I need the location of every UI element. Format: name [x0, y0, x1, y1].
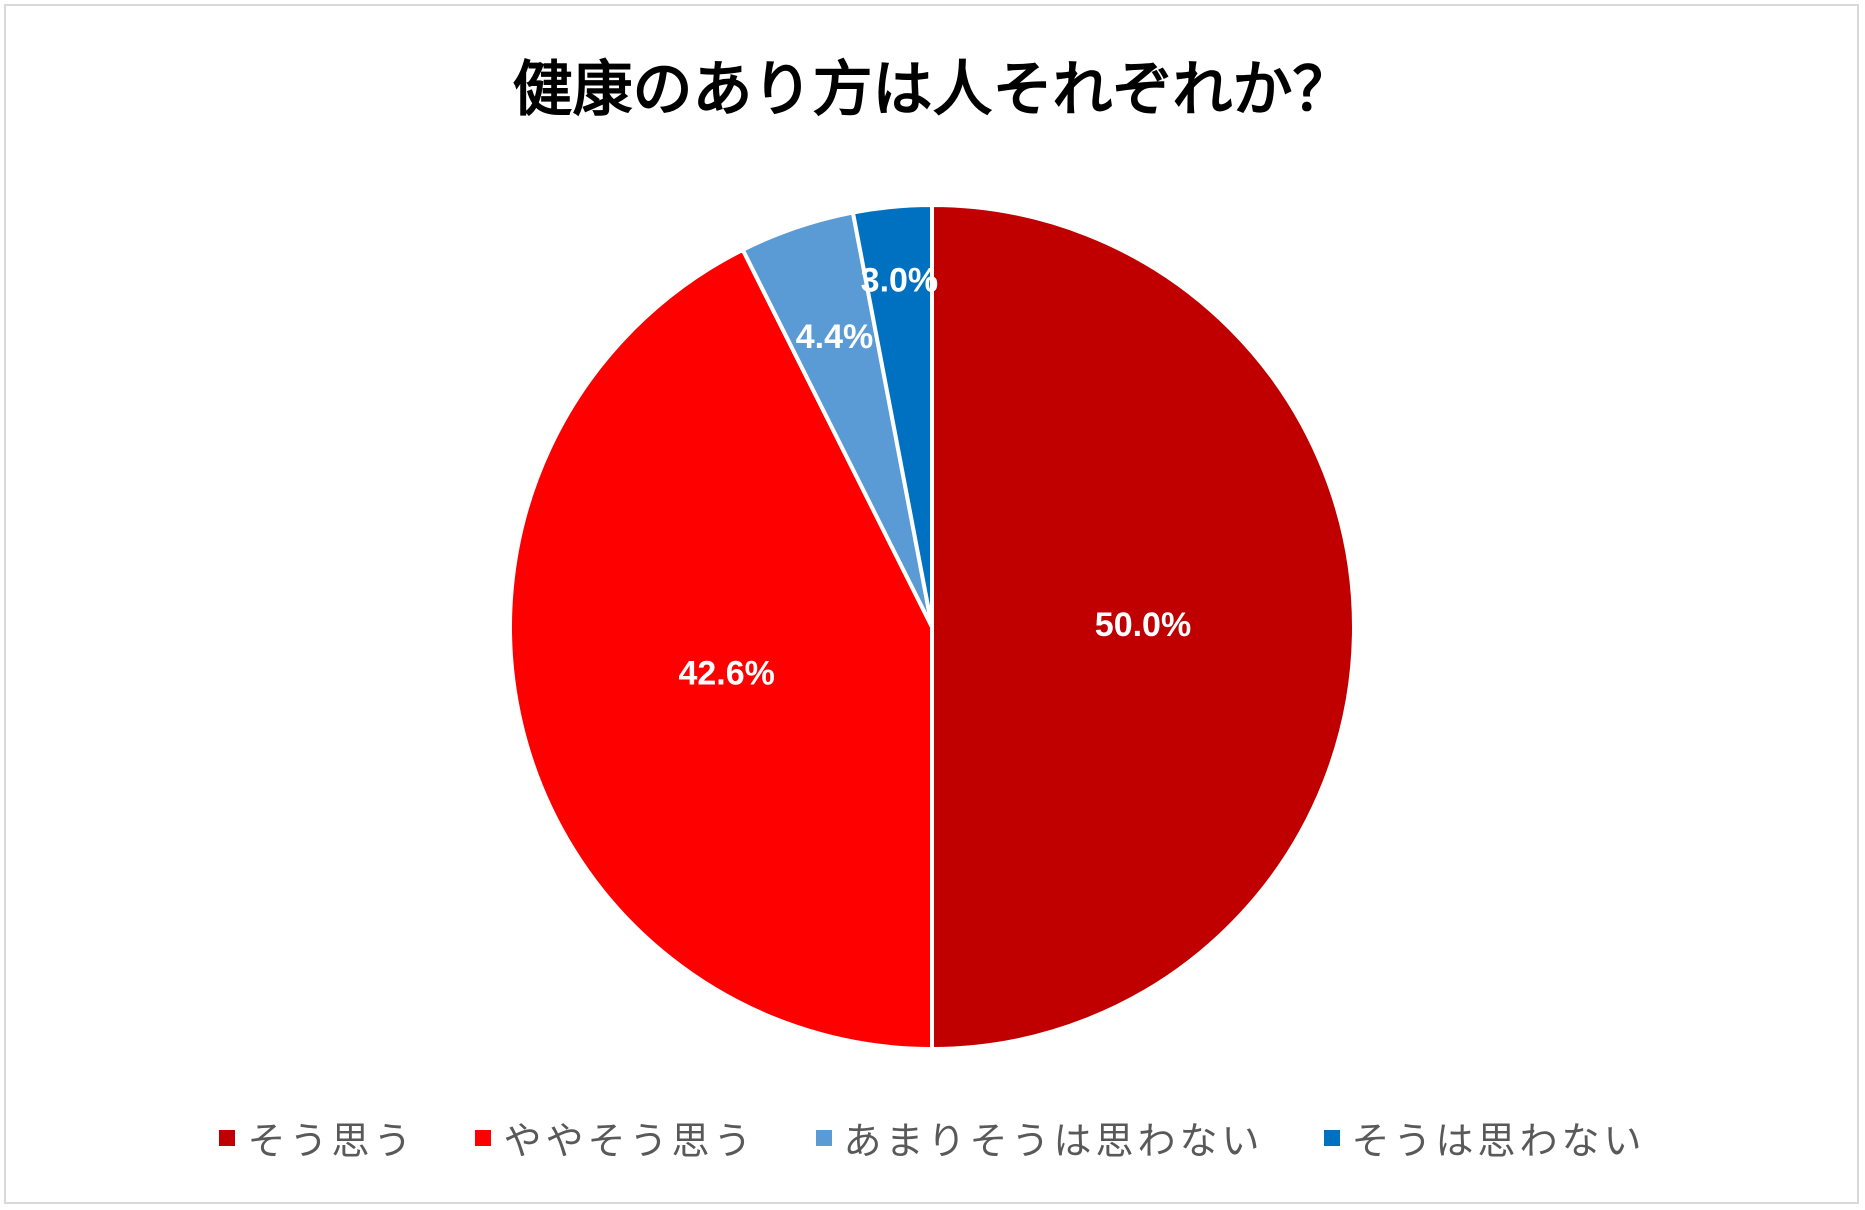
legend-item-2: あまりそうは思わない [815, 1110, 1264, 1165]
legend-item-1: ややそう思う [475, 1110, 755, 1165]
data-label-2: 4.4% [796, 318, 874, 356]
legend-item-3: そうは思わない [1323, 1110, 1646, 1165]
legend-swatch-0 [219, 1129, 236, 1146]
chart-title: 健康のあり方は人それぞれか？ [512, 55, 1353, 125]
legend-swatch-3 [1323, 1129, 1340, 1146]
legend-swatch-2 [815, 1129, 832, 1146]
legend-label-3: そうは思わない [1351, 1119, 1646, 1163]
legend-label-2: あまりそうは思わない [843, 1119, 1264, 1163]
data-label-1: 42.6% [678, 655, 774, 693]
data-label-0: 50.0% [1095, 606, 1191, 644]
pie-slice-0 [930, 203, 1356, 1051]
pie-slice-1 [508, 247, 934, 1051]
legend-item-0: そう思う [219, 1110, 415, 1165]
legend-swatch-1 [475, 1129, 492, 1146]
pie-slice-3 [850, 203, 934, 629]
data-label-3: 3.0% [861, 261, 939, 299]
legend-label-0: そう思う [247, 1119, 416, 1163]
legend-label-1: ややそう思う [503, 1119, 756, 1163]
legend: そう思う ややそう思う あまりそうは思わない そうは思わない [0, 1110, 1865, 1165]
